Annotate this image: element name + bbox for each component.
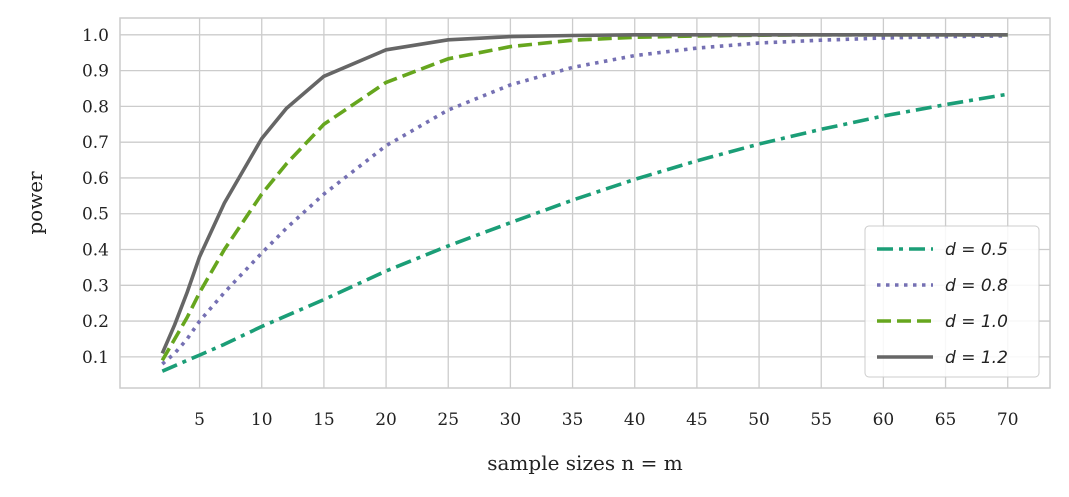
axes-frame [119, 17, 1051, 389]
y-tick-label: 0.9 [82, 62, 109, 82]
x-tick-label: 30 [500, 410, 522, 430]
x-tick-label: 35 [562, 410, 584, 430]
legend-label: d = 0.5 [945, 240, 1008, 260]
x-axis-label: sample sizes n = m [487, 451, 683, 475]
series-line-0 [161, 92, 1008, 373]
y-tick-label: 0.6 [82, 169, 109, 189]
y-tick-labels: 0.1 0.2 0.3 0.4 0.5 0.6 0.7 0.8 0.9 1.0 [82, 26, 109, 368]
series-line-3 [160, 32, 1008, 355]
y-tick-label: 0.2 [82, 312, 109, 332]
y-tick-label: 0.1 [82, 348, 109, 368]
x-tick-label: 40 [624, 410, 646, 430]
legend-label: d = 0.8 [945, 276, 1008, 296]
y-tick-label: 1.0 [82, 26, 109, 46]
y-axis-label: power [23, 171, 47, 235]
legend-label: d = 1.2 [945, 348, 1008, 368]
y-tick-label: 0.4 [82, 241, 109, 261]
y-tick-label: 0.8 [82, 97, 109, 117]
x-tick-label: 55 [810, 410, 832, 430]
series-lines [160, 32, 1008, 373]
x-tick-label: 15 [313, 410, 335, 430]
x-tick-label: 45 [686, 410, 708, 430]
x-tick-label: 10 [251, 410, 273, 430]
series-line-1 [161, 34, 1008, 366]
x-tick-label: 70 [997, 410, 1019, 430]
x-tick-labels: 5 10 15 20 25 30 35 40 45 50 55 60 65 70 [194, 410, 1018, 430]
y-tick-label: 0.3 [82, 276, 109, 296]
y-tick-label: 0.7 [82, 133, 109, 153]
legend: d = 0.5 d = 0.8 d = 1.0 d = 1.2 [864, 225, 1040, 378]
legend-label: d = 1.0 [945, 312, 1008, 332]
x-tick-label: 20 [375, 410, 397, 430]
y-tick-label: 0.5 [82, 205, 109, 225]
legend-box [864, 225, 1040, 378]
x-tick-label: 25 [437, 410, 459, 430]
x-tick-label: 5 [194, 410, 205, 430]
x-tick-label: 50 [748, 410, 770, 430]
x-tick-label: 65 [935, 410, 957, 430]
x-tick-label: 60 [873, 410, 895, 430]
